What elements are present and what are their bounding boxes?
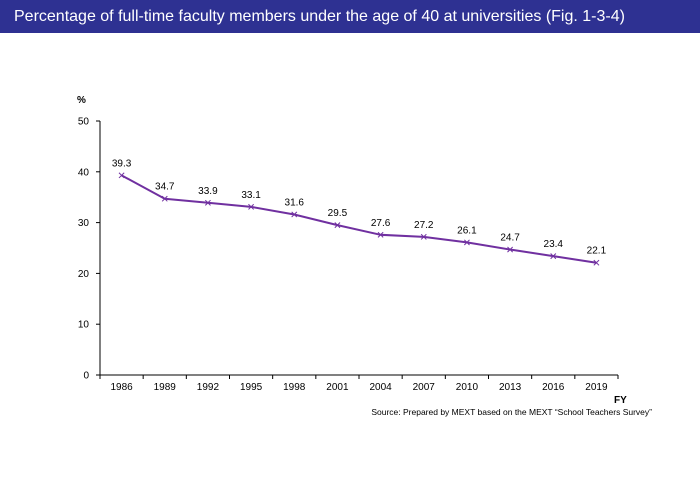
x-tick-label: 2001 — [326, 382, 349, 393]
page-title: Percentage of full-time faculty members … — [14, 7, 625, 25]
data-point-marker — [291, 211, 298, 218]
x-tick-label: 1998 — [283, 382, 306, 393]
data-point-marker — [161, 195, 168, 202]
x-tick-label: 2016 — [542, 382, 565, 393]
y-axis-unit-label: % — [77, 95, 86, 106]
x-tick-label: 1995 — [240, 382, 263, 393]
marker-stroke — [334, 222, 341, 229]
marker-stroke — [550, 253, 557, 260]
data-point-marker — [507, 246, 514, 253]
marker-stroke — [507, 246, 514, 253]
marker-stroke — [204, 199, 211, 206]
chart-data-labels: 39.3 34.7 33.9 33.1 31.6 29.5 27.6 27.2 26.1 24.7… — [112, 158, 607, 256]
x-tick-label: 2019 — [585, 382, 608, 393]
data-point-marker — [550, 253, 557, 260]
data-label: 39.3 — [112, 158, 132, 169]
marker-stroke — [161, 195, 168, 202]
data-label: 29.5 — [328, 208, 348, 219]
marker-stroke — [291, 211, 298, 218]
marker-stroke — [593, 259, 600, 266]
data-point-marker — [118, 172, 125, 179]
marker-stroke — [463, 239, 470, 246]
x-tick-label: 1989 — [154, 382, 177, 393]
y-tick-label: 50 — [78, 117, 90, 128]
title-bar: Percentage of full-time faculty members … — [0, 0, 700, 33]
data-point-marker — [463, 239, 470, 246]
data-point-marker — [334, 222, 341, 229]
data-point-marker — [248, 203, 255, 210]
data-label: 31.6 — [285, 197, 305, 208]
marker-stroke — [248, 203, 255, 210]
data-label: 27.6 — [371, 218, 391, 229]
data-point-marker — [204, 199, 211, 206]
y-tick-label: 0 — [83, 371, 89, 382]
marker-stroke — [377, 231, 384, 238]
x-tick-label: 2007 — [413, 382, 436, 393]
data-label: 34.7 — [155, 182, 175, 193]
x-tick-label: 2013 — [499, 382, 522, 393]
x-tick-label: 1992 — [197, 382, 220, 393]
x-tick-label: 2010 — [456, 382, 479, 393]
y-tick-label: 30 — [78, 218, 90, 229]
data-point-marker — [377, 231, 384, 238]
data-label: 27.2 — [414, 220, 434, 231]
source-note: Source: Prepared by MEXT based on the ME… — [371, 407, 652, 417]
y-tick-label: 40 — [78, 167, 90, 178]
x-axis-unit-label: FY — [614, 395, 627, 406]
data-point-marker — [593, 259, 600, 266]
data-label: 24.7 — [500, 233, 520, 244]
data-label: 22.1 — [587, 246, 607, 257]
marker-stroke — [420, 233, 427, 240]
data-label: 33.1 — [241, 190, 261, 201]
y-tick-label: 20 — [78, 269, 90, 280]
series-line — [121, 174, 597, 264]
x-tick-label: 2004 — [369, 382, 392, 393]
marker-stroke — [118, 172, 125, 179]
line-chart: 0 10 20 30 40 50 1986 1989 1992 1995 1998 2001 2004 2… — [77, 95, 627, 406]
data-label: 26.1 — [457, 225, 477, 236]
chart-ticks: 0 10 20 30 40 50 1986 1989 1992 1995 1998 2001 2004 2… — [78, 117, 619, 393]
data-label: 23.4 — [544, 239, 564, 250]
data-point-marker — [420, 233, 427, 240]
data-label: 33.9 — [198, 186, 218, 197]
chart-axes — [99, 121, 618, 376]
y-tick-label: 10 — [78, 320, 90, 331]
chart-series — [118, 172, 600, 266]
x-tick-label: 1986 — [110, 382, 133, 393]
